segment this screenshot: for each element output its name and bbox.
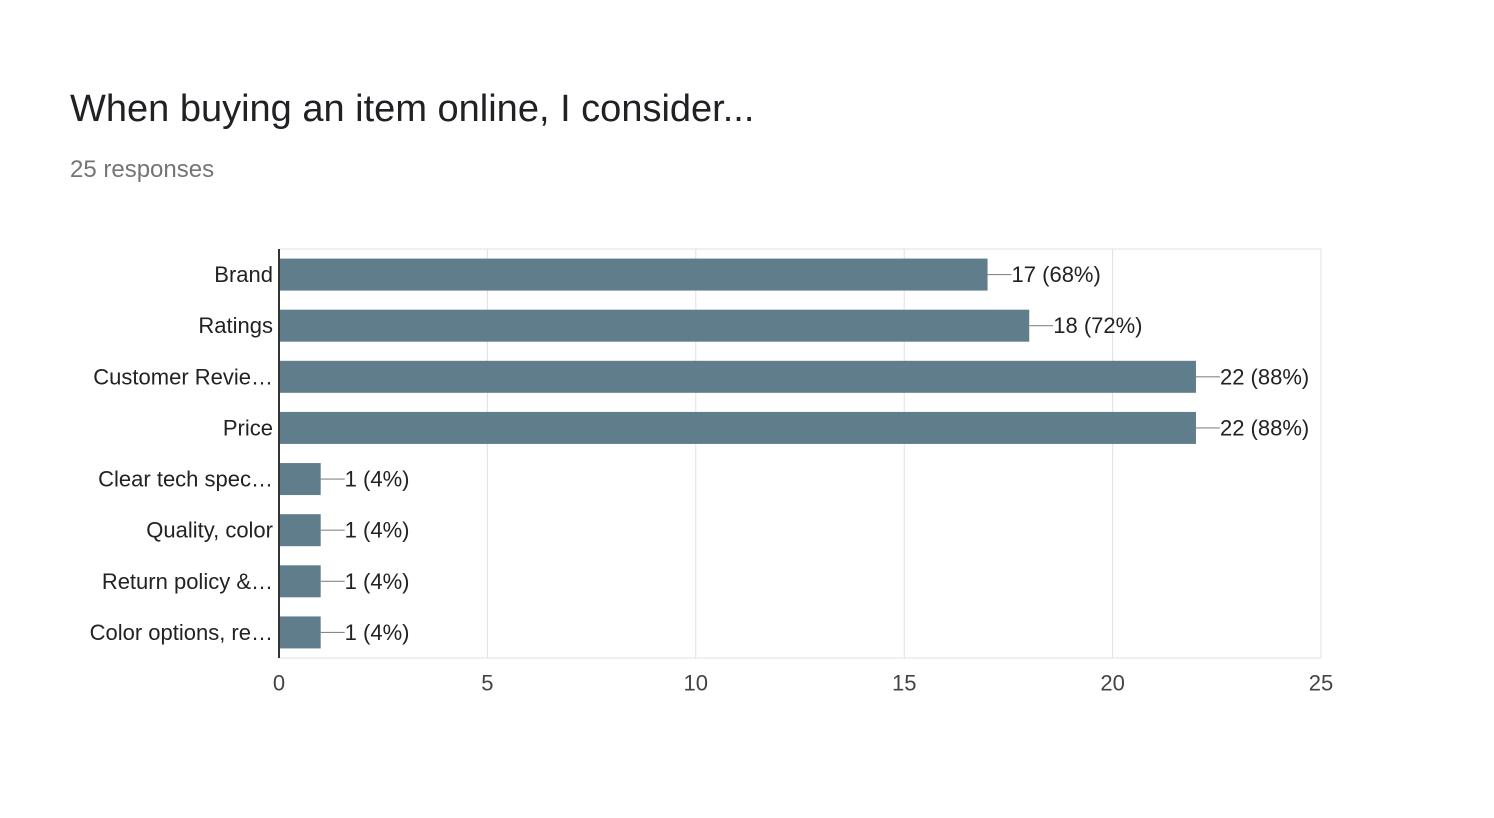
bar-1 [279,309,1030,342]
category-label-2: Customer Revie… [93,364,273,389]
data-label-6: 1 (4%) [345,569,410,594]
x-tick-label-1: 5 [481,671,493,696]
bar-3 [279,411,1196,444]
category-label-6: Return policy &… [102,569,273,594]
x-tick-label-3: 15 [892,671,916,696]
category-label-3: Price [223,415,273,440]
category-label-1: Ratings [198,313,273,338]
x-tick-label-2: 10 [684,671,708,696]
category-label-0: Brand [214,262,273,287]
data-label-2: 22 (88%) [1220,364,1309,389]
bar-7 [279,616,321,649]
data-label-3: 22 (88%) [1220,415,1309,440]
bar-4 [279,463,321,496]
data-label-1: 18 (72%) [1053,313,1142,338]
x-tick-label-0: 0 [273,671,285,696]
chart-title: When buying an item online, I consider..… [70,88,755,130]
data-label-5: 1 (4%) [345,518,410,543]
x-tick-label-4: 20 [1100,671,1124,696]
bar-6 [279,565,321,598]
data-label-7: 1 (4%) [345,620,410,645]
data-label-4: 1 (4%) [345,467,410,492]
bar-2 [279,360,1196,393]
category-label-7: Color options, re… [90,620,273,645]
bar-5 [279,514,321,547]
bar-0 [279,258,988,291]
x-tick-label-5: 25 [1309,671,1333,696]
category-label-4: Clear tech spec… [98,467,273,492]
category-label-5: Quality, color [146,518,273,543]
response-count: 25 responses [70,156,215,183]
data-label-0: 17 (68%) [1012,262,1101,287]
